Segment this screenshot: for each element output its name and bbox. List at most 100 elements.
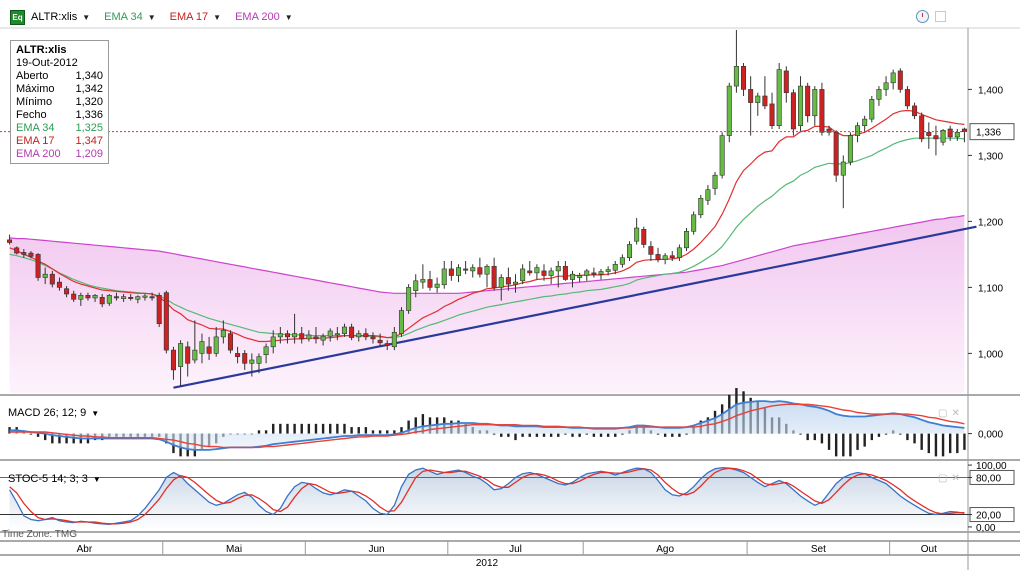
candle-body bbox=[299, 333, 305, 340]
candle-body bbox=[420, 279, 426, 283]
macd-histogram-bar bbox=[578, 433, 581, 437]
ema34-label: EMA 34 bbox=[104, 11, 143, 23]
month-label: Ago bbox=[656, 544, 674, 555]
candle-body bbox=[249, 359, 255, 364]
candle-body bbox=[455, 267, 462, 276]
candle-body bbox=[14, 247, 20, 254]
candle-body bbox=[185, 346, 191, 364]
equity-icon: Eq bbox=[10, 9, 25, 25]
stoch-k-line bbox=[9, 466, 965, 526]
candle-body bbox=[263, 346, 269, 356]
maximize-icon[interactable] bbox=[935, 11, 946, 22]
macd-histogram-bar bbox=[927, 433, 931, 454]
candle-body bbox=[142, 295, 148, 298]
symbol-selector[interactable]: ALTR:xlis ▼ bbox=[31, 11, 90, 23]
macd-selector[interactable]: MACD 26; 12; 9 ▼ bbox=[8, 407, 99, 419]
candle-body bbox=[940, 130, 946, 143]
stoch-tick-label: 0,00 bbox=[976, 523, 996, 534]
month-label: Jul bbox=[509, 544, 522, 555]
ema17-selector[interactable]: EMA 17 ▼ bbox=[170, 11, 221, 23]
info-title: ALTR:xlis bbox=[16, 44, 67, 56]
candle-body bbox=[812, 89, 818, 117]
macd-label: MACD 26; 12; 9 bbox=[8, 407, 87, 419]
ema17-label: EMA 17 bbox=[169, 11, 209, 23]
candle-body bbox=[619, 257, 625, 265]
candle-body bbox=[548, 270, 554, 276]
macd-histogram-bar bbox=[571, 433, 574, 437]
info-row-close: Fecho 1,336 bbox=[16, 109, 103, 121]
ema200-label: EMA 200 bbox=[235, 11, 280, 23]
info-row-high: Máximo 1,342 bbox=[16, 83, 103, 95]
macd-histogram-bar bbox=[393, 430, 396, 434]
close-icon[interactable]: ✕ bbox=[951, 473, 960, 484]
macd-histogram-bar bbox=[870, 433, 873, 441]
candle-body bbox=[484, 265, 490, 275]
candle-body bbox=[42, 273, 48, 278]
macd-histogram-bar bbox=[492, 433, 496, 435]
stoch-d-line bbox=[9, 467, 965, 525]
candle-body bbox=[726, 85, 732, 136]
maximize-icon[interactable]: ▢ bbox=[938, 408, 948, 419]
candle-body bbox=[306, 334, 312, 340]
candle-body bbox=[313, 336, 319, 340]
macd-histogram-bar bbox=[535, 433, 539, 437]
candle-body bbox=[505, 277, 511, 285]
chevron-down-icon: ▼ bbox=[284, 12, 293, 22]
candle-body bbox=[897, 70, 903, 90]
macd-histogram-bar bbox=[514, 433, 517, 441]
macd-histogram-bar bbox=[542, 433, 546, 437]
clock-icon[interactable] bbox=[916, 10, 929, 23]
symbol-label: ALTR:xlis bbox=[31, 11, 78, 23]
macd-histogram-bar bbox=[528, 433, 531, 437]
candle-body bbox=[570, 273, 576, 280]
info-row-ema17: EMA 17 1,347 bbox=[16, 135, 103, 147]
close-icon[interactable]: ✕ bbox=[951, 408, 960, 419]
candle-body bbox=[555, 265, 561, 272]
candle-body bbox=[21, 252, 27, 255]
candle-body bbox=[676, 247, 682, 259]
candle-body bbox=[869, 99, 875, 120]
macd-pane-controls: ▢ ✕ bbox=[938, 408, 960, 419]
candle-body bbox=[783, 70, 789, 93]
macd-histogram-bar bbox=[913, 433, 916, 444]
candle-body bbox=[49, 273, 55, 285]
candle-body bbox=[64, 288, 70, 295]
candle-body bbox=[156, 295, 162, 325]
stoch-selector[interactable]: STOC-5 14; 3; 3 ▼ bbox=[8, 473, 101, 485]
macd-histogram-bar bbox=[314, 423, 318, 434]
ema200-selector[interactable]: EMA 200 ▼ bbox=[235, 11, 293, 23]
chevron-down-icon: ▼ bbox=[213, 12, 222, 22]
month-label: Abr bbox=[77, 544, 93, 555]
macd-tick-label: 0,000 bbox=[978, 430, 1003, 441]
macd-histogram-bar bbox=[799, 433, 802, 435]
ema34-selector[interactable]: EMA 34 ▼ bbox=[104, 11, 155, 23]
candle-body bbox=[163, 292, 169, 351]
candle-body bbox=[334, 333, 340, 336]
macd-histogram-bar bbox=[685, 433, 688, 435]
candle-body bbox=[904, 89, 910, 107]
candle-body bbox=[577, 275, 583, 278]
macd-histogram-bar bbox=[834, 433, 838, 457]
price-tick-label: 1,200 bbox=[978, 217, 1003, 228]
candle-body bbox=[862, 118, 868, 126]
candle-body bbox=[377, 339, 383, 344]
macd-histogram-bar bbox=[599, 433, 603, 437]
candle-body bbox=[270, 336, 276, 348]
macd-histogram-bar bbox=[43, 433, 47, 441]
macd-signal-line bbox=[9, 403, 965, 449]
candle-body bbox=[826, 128, 832, 133]
maximize-icon[interactable]: ▢ bbox=[938, 473, 948, 484]
macd-histogram-bar bbox=[564, 433, 567, 435]
chart-header: Eq ALTR:xlis ▼ EMA 34 ▼ EMA 17 ▼ EMA 200… bbox=[0, 8, 307, 26]
macd-histogram-bar bbox=[899, 433, 902, 435]
stoch-pane-controls: ▢ ✕ bbox=[938, 473, 960, 484]
candle-body bbox=[748, 89, 754, 103]
last-price-box bbox=[969, 123, 1015, 141]
candle-body bbox=[199, 341, 205, 354]
candle-body bbox=[933, 135, 939, 140]
candle-body bbox=[477, 267, 483, 275]
macd-histogram-bar bbox=[820, 433, 824, 444]
macd-histogram-bar bbox=[36, 433, 40, 437]
macd-histogram-bar bbox=[592, 433, 596, 437]
month-label: Out bbox=[921, 544, 937, 555]
